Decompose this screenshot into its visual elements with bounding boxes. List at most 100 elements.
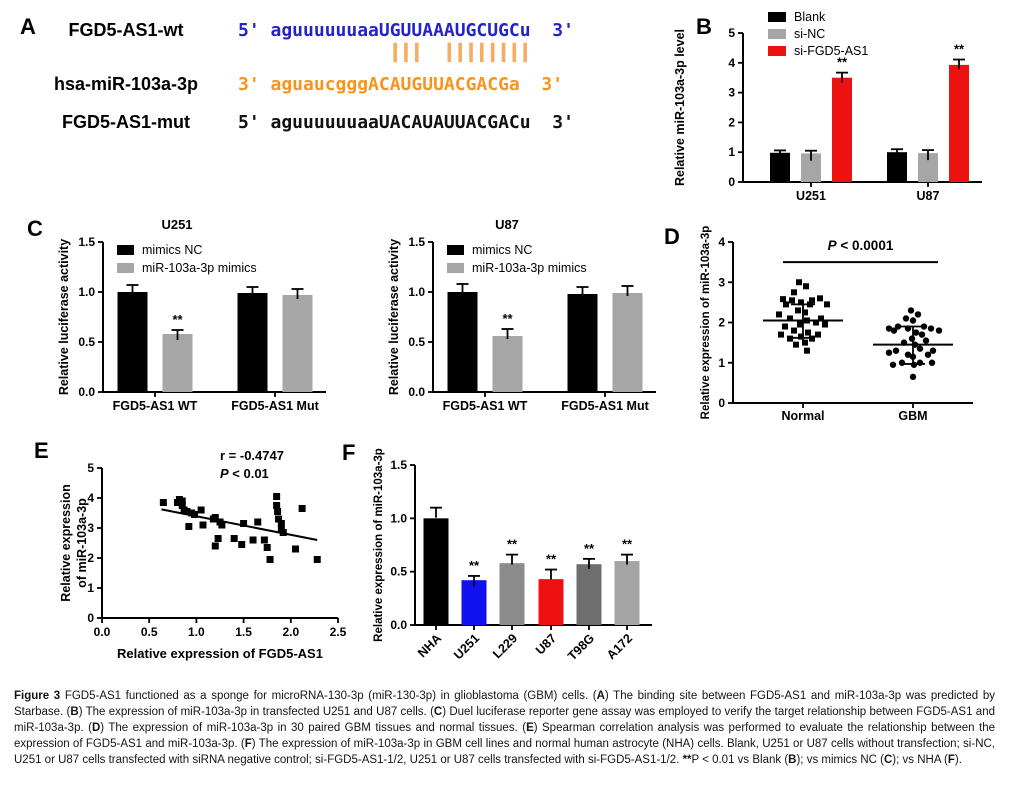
- data-point: [908, 335, 916, 342]
- bar: [423, 518, 449, 625]
- caption-segment: F: [244, 738, 252, 750]
- caption-segment: Figure 3: [14, 690, 65, 702]
- chart-element: 0: [718, 396, 725, 410]
- chart-element: mimics NC: [472, 243, 532, 257]
- bar: [801, 153, 821, 182]
- sequence-name-mir: hsa-miR-103a-3p: [53, 74, 199, 94]
- panel-label-c: C: [27, 216, 43, 241]
- bar: [461, 580, 487, 625]
- data-point: [791, 289, 797, 296]
- chart-D-svg: 0 1 2 3 4 Normal GBM P < 0.0001 Relative express…: [700, 226, 973, 423]
- data-point: [776, 311, 782, 318]
- chart-element: **: [954, 42, 965, 57]
- chart-f-cell-lines: 0.0 0.5 1.0 1.5 NHA ** U251 ** L229 ** U87 ** T98G **…: [330, 435, 670, 692]
- data-point: [274, 508, 282, 515]
- chart-element: Normal: [781, 409, 824, 423]
- chart-E-svg: 0 1 2 3 4 5 0.0 0.5 1.0 1.5 2.0 2.5 r = -0.4747 P < 0…: [59, 448, 347, 661]
- chart-element: 1.0: [188, 625, 205, 639]
- chart-element: Relative miR-103a-3p level: [673, 29, 687, 186]
- chart-element: < 0.01: [229, 466, 269, 481]
- chart-element: 1: [718, 356, 725, 370]
- chart-element: 0.0: [94, 625, 111, 639]
- data-point: [927, 325, 935, 332]
- seq-text-1: 3' aguaucgggACAUGUUACGACGa 3': [238, 74, 564, 95]
- data-point: [782, 323, 788, 330]
- caption-segment: ) The expression of miR-103a-3p in trans…: [78, 706, 434, 718]
- data-point: [909, 317, 917, 324]
- data-point: [798, 299, 804, 306]
- bar: [576, 564, 602, 625]
- chart-element: U87: [495, 217, 519, 232]
- data-point: [292, 545, 300, 553]
- data-point: [809, 297, 815, 304]
- bar: [492, 336, 523, 392]
- chart-element: 0: [87, 611, 94, 625]
- chart-element: 4: [87, 491, 94, 505]
- seq-text-0: 5' aguuuuuuaaUGUUAAAUGCUGCu 3': [238, 20, 574, 41]
- data-point: [904, 351, 912, 358]
- chart-element: U251: [161, 217, 192, 232]
- chart-element: NHA: [415, 631, 444, 660]
- data-point: [791, 327, 797, 334]
- data-point: [894, 323, 902, 330]
- chart-element: U87: [917, 189, 940, 203]
- data-point: [197, 506, 205, 514]
- chart-element: 4: [718, 235, 725, 249]
- data-point: [885, 349, 893, 356]
- bar: [447, 292, 478, 392]
- bar: [282, 295, 313, 392]
- chart-element: miR-103a-3p mimics: [142, 261, 257, 275]
- data-point: [240, 520, 248, 527]
- data-point: [929, 347, 937, 354]
- chart-element: 0: [728, 175, 735, 189]
- chart-element: 1.5: [235, 625, 252, 639]
- chart-element: **: [837, 55, 848, 70]
- chart-element: si-FGD5-AS1: [794, 44, 868, 58]
- data-point: [273, 502, 281, 509]
- chart-element: U251: [796, 189, 826, 203]
- chart-element: 1.0: [390, 511, 407, 525]
- data-point: [263, 544, 271, 551]
- panel-label-f: F: [342, 440, 356, 465]
- data-point: [802, 309, 808, 316]
- data-point: [159, 499, 167, 506]
- chart-element: Relative luciferase activity: [57, 239, 71, 395]
- chart-element: **: [546, 552, 557, 567]
- data-point: [178, 497, 186, 505]
- caption-segment: ) Duel luciferase reporter gene assay wa…: [14, 706, 995, 734]
- chart-element: P: [828, 238, 838, 253]
- chart-element: 2: [728, 115, 735, 129]
- chart-element: of miR-103a-3p: [75, 498, 89, 588]
- data-point: [238, 541, 246, 548]
- caption-segment: E: [526, 722, 534, 734]
- panel-label-b: B: [696, 14, 712, 39]
- sequence-row-wt: FGD5-AS1-wt 5' aguuuuuuaaUGUUAAAUGCUGCu …: [20, 20, 665, 41]
- chart-element: FGD5-AS1 Mut: [561, 399, 649, 413]
- data-point: [922, 337, 930, 344]
- chart-element: **: [507, 537, 518, 552]
- chart-element: **: [469, 558, 480, 573]
- chart-element: Relative luciferase activity: [387, 239, 401, 395]
- caption-segment: C: [433, 706, 443, 718]
- data-point: [266, 556, 274, 563]
- sequence-row-mut: FGD5-AS1-mut 5' aguuuuuuaaUACAUAUUACGACu…: [20, 112, 665, 133]
- caption-segment: ) The binding site between FGD5-AS1 and …: [14, 690, 995, 718]
- chart-element: 3: [87, 521, 94, 535]
- bar: [237, 293, 268, 392]
- chart-element: 0.5: [408, 335, 425, 349]
- data-point: [902, 315, 910, 322]
- caption-segment: **: [682, 754, 692, 766]
- data-point: [298, 505, 306, 512]
- chart-B-svg: 0 1 2 3 4 5 U251 ** U87 ** Blank si-NC si-FGD5-AS1 Re…: [673, 10, 982, 203]
- sequence-name-mut: FGD5-AS1-mut: [61, 112, 190, 132]
- data-point: [218, 521, 226, 529]
- legend-swatch: [447, 245, 464, 255]
- sequence-row-mir: hsa-miR-103a-3p 3' aguaucgggACAUGUUACGAC…: [20, 74, 665, 95]
- panel-a-binding-site: FGD5-AS1-wt 5' aguuuuuuaaUGUUAAAUGCUGCu …: [20, 14, 665, 194]
- chart-element: P: [220, 466, 229, 481]
- legend-swatch: [768, 12, 786, 22]
- chart-element: 2.5: [330, 625, 347, 639]
- bar: [117, 292, 148, 392]
- chart-c-luciferase-u87: 0.0 0.5 1.0 1.5 FGD5-AS1 WT ** FGD5-AS1 Mut mim…: [350, 215, 680, 435]
- chart-element: 3: [728, 86, 735, 100]
